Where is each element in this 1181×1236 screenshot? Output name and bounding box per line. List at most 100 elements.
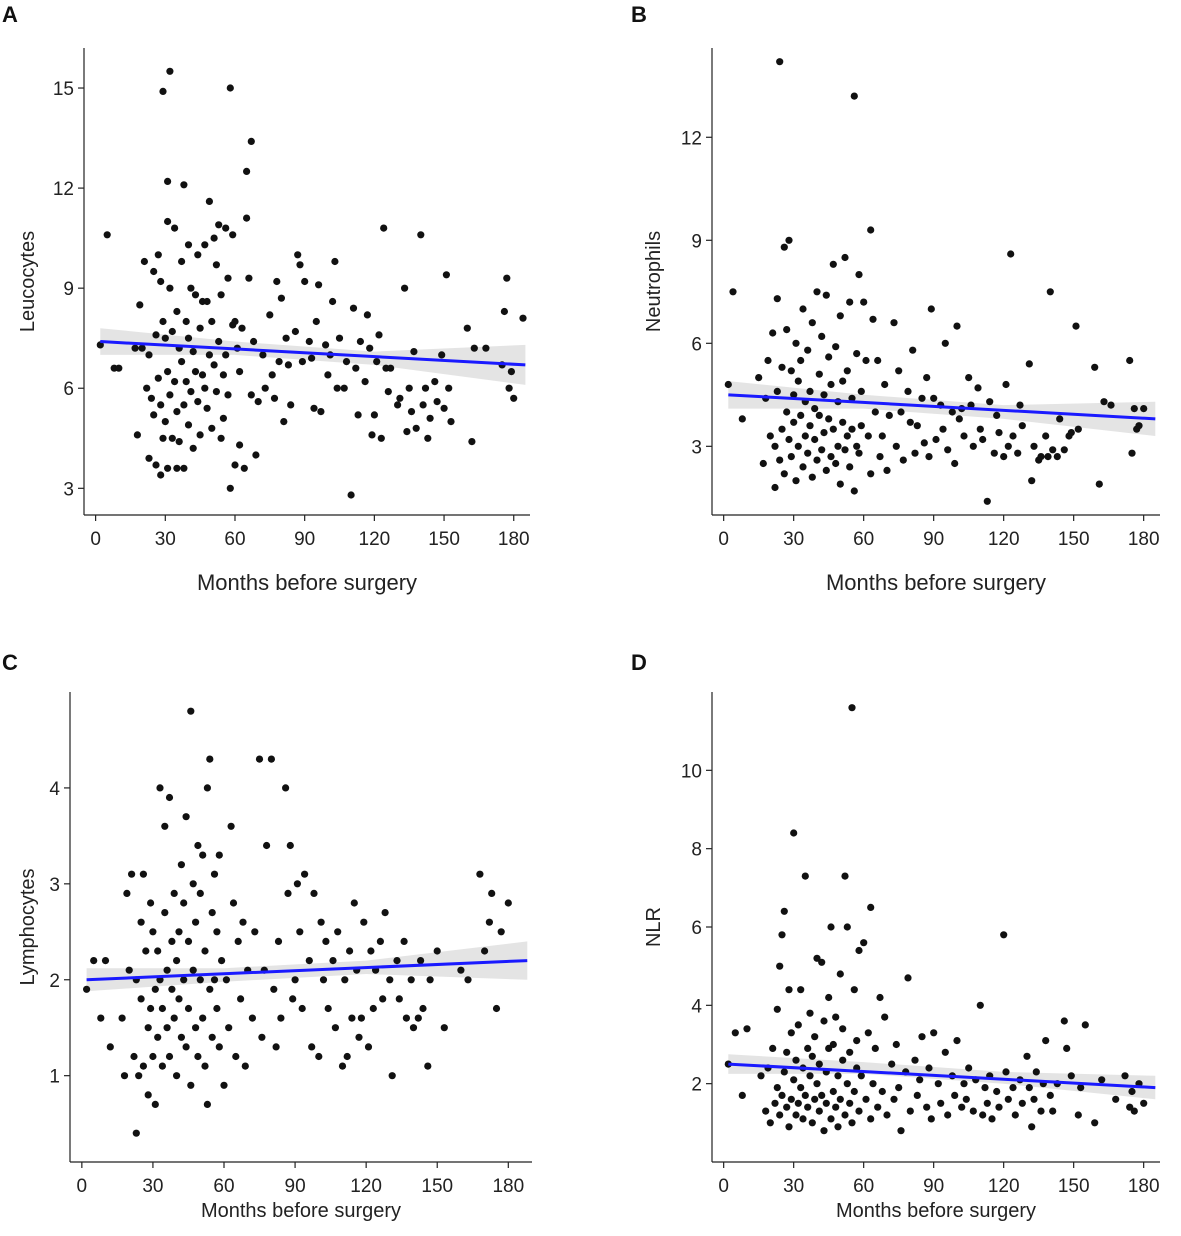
x-tick-label: 150 — [428, 529, 460, 550]
data-point — [184, 1004, 193, 1013]
data-point — [843, 923, 851, 931]
y-tick-label: 10 — [681, 761, 702, 782]
data-point — [780, 1068, 788, 1076]
data-point — [280, 418, 288, 426]
x-tick-label: 120 — [359, 529, 391, 550]
data-point — [215, 1043, 223, 1051]
data-point — [338, 1062, 347, 1070]
data-point — [867, 470, 875, 478]
data-point — [920, 439, 928, 447]
data-point — [806, 1009, 814, 1017]
data-point — [194, 841, 202, 850]
data-point — [387, 364, 395, 372]
data-point — [152, 461, 160, 469]
data-point — [839, 1056, 847, 1064]
data-point — [860, 939, 868, 947]
data-point — [801, 872, 809, 880]
data-point — [976, 1001, 984, 1009]
data-point — [783, 1103, 791, 1111]
data-point — [137, 995, 145, 1003]
data-point — [208, 317, 216, 326]
data-point — [962, 1095, 970, 1103]
data-point — [305, 337, 313, 346]
data-point — [136, 301, 144, 309]
data-point — [266, 311, 274, 319]
data-point — [226, 84, 234, 92]
data-point — [161, 909, 169, 917]
data-point — [226, 484, 234, 492]
data-point — [871, 1044, 879, 1052]
data-point — [1042, 432, 1050, 440]
data-point — [135, 1072, 143, 1080]
data-point — [196, 976, 204, 984]
data-point — [990, 449, 998, 457]
data-point — [815, 1060, 823, 1068]
data-point — [976, 425, 984, 433]
data-point — [1011, 1111, 1019, 1119]
data-point — [201, 241, 209, 249]
data-point — [724, 380, 732, 389]
data-point — [208, 424, 216, 432]
data-point — [424, 1062, 432, 1070]
data-point — [960, 432, 968, 440]
data-point — [438, 351, 446, 359]
data-point — [433, 398, 441, 406]
data-point — [243, 167, 251, 175]
data-point — [783, 1048, 791, 1056]
y-tick-label: 1 — [49, 1067, 60, 1088]
data-point — [247, 391, 255, 399]
y-tick-label: 9 — [63, 279, 74, 300]
data-point — [871, 408, 879, 416]
data-point — [488, 889, 496, 898]
data-point — [308, 354, 316, 362]
data-point — [317, 918, 325, 926]
data-point — [965, 374, 973, 382]
data-point — [832, 1103, 840, 1111]
data-point — [848, 394, 856, 402]
data-point — [757, 1072, 765, 1080]
data-point — [864, 1029, 872, 1037]
data-point — [208, 909, 216, 917]
data-point — [376, 937, 384, 946]
data-point — [189, 348, 197, 356]
trend-line-c — [86, 959, 528, 982]
data-point — [189, 444, 197, 452]
data-point — [927, 1115, 935, 1123]
data-point — [974, 384, 982, 392]
x-axis-label-a: Months before surgery — [197, 570, 417, 595]
y-tick-label: 3 — [63, 479, 74, 500]
data-point — [825, 353, 833, 361]
data-point — [1028, 477, 1036, 485]
data-point — [215, 337, 223, 346]
data-point — [829, 1087, 837, 1096]
data-point — [83, 985, 91, 993]
data-point — [296, 928, 304, 936]
confidence-band-c — [86, 941, 528, 992]
panel-letter-b: B — [631, 2, 647, 27]
y-tick-label: 4 — [691, 996, 702, 1017]
data-point — [224, 274, 232, 282]
confidence-band-c — [86, 941, 528, 992]
data-point — [792, 339, 800, 347]
data-point — [231, 317, 239, 326]
data-point — [212, 261, 220, 269]
data-point — [163, 1024, 171, 1032]
data-point — [783, 326, 791, 334]
data-point — [360, 918, 368, 926]
data-point — [173, 957, 181, 965]
data-point — [166, 284, 174, 292]
data-point — [846, 463, 854, 471]
data-point — [201, 384, 209, 392]
data-point — [983, 1099, 991, 1107]
data-point — [815, 370, 823, 378]
data-point — [236, 368, 244, 376]
data-point — [222, 351, 230, 359]
data-point — [820, 391, 828, 399]
data-point — [1067, 429, 1075, 437]
trend-line-a — [100, 340, 526, 367]
data-point — [790, 1076, 798, 1084]
data-point — [492, 1004, 501, 1013]
data-point — [1004, 1095, 1012, 1103]
data-point — [440, 1024, 448, 1032]
data-point — [1018, 1099, 1026, 1107]
